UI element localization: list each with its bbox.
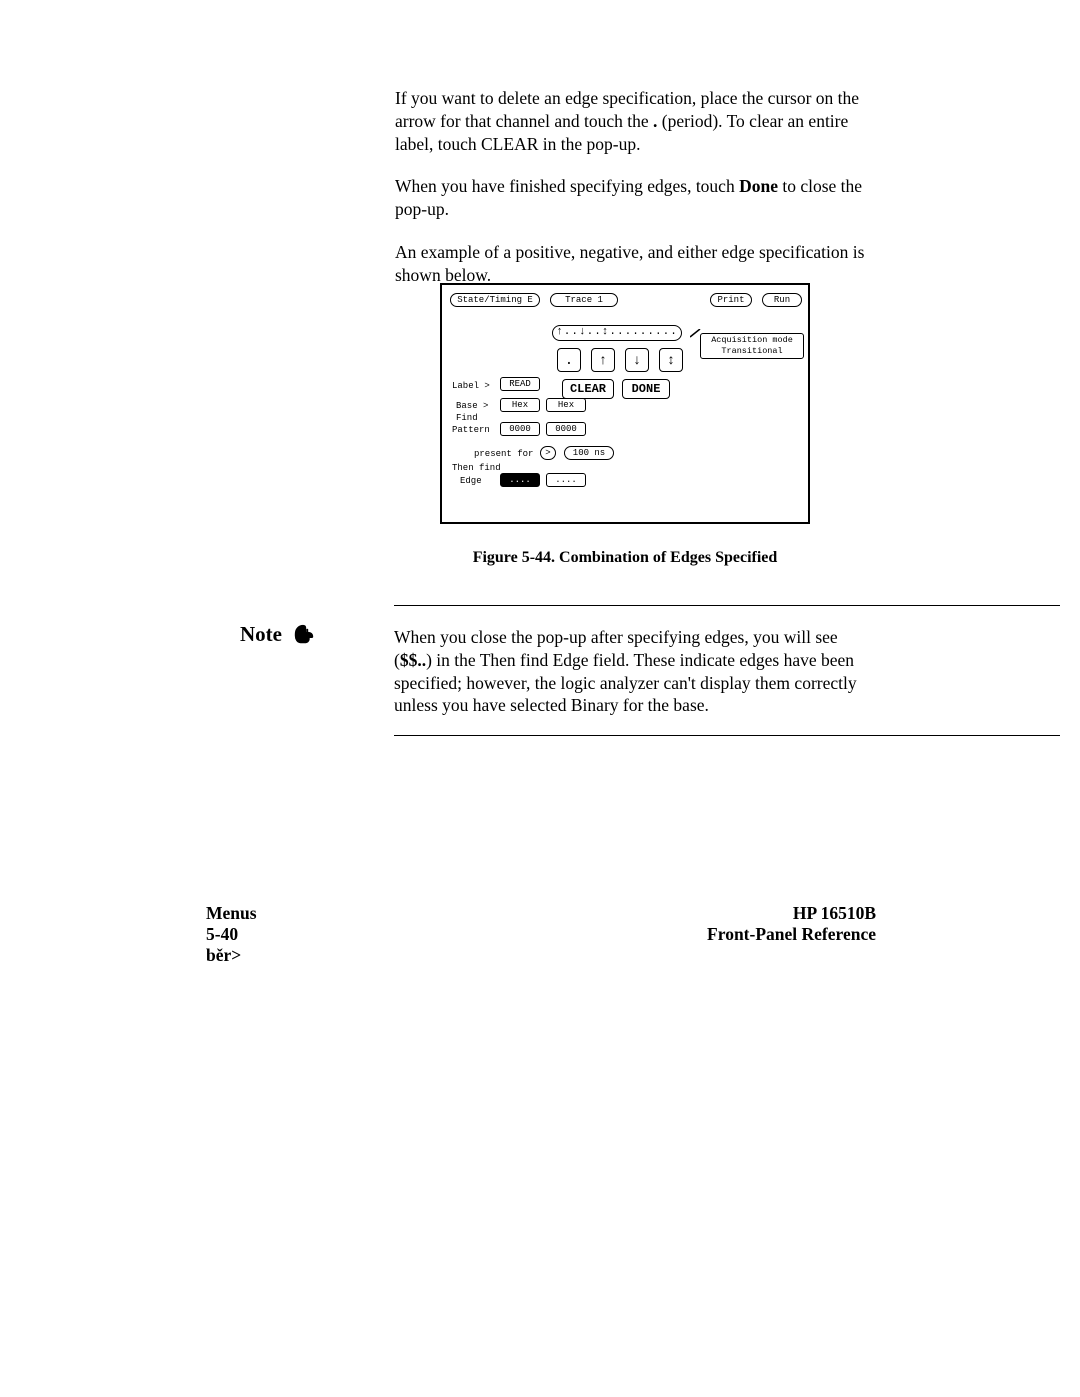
para2-text-a: When you have finished specifying edges,… [395, 176, 739, 196]
present-op[interactable]: > [540, 446, 556, 460]
paragraph-2: When you have finished specifying edges,… [395, 175, 875, 221]
note-body-bold: $$.. [400, 650, 426, 670]
acq-mode-label: Acquisition mode [701, 335, 803, 346]
find-label: Find [456, 413, 478, 423]
acquisition-mode-box[interactable]: Acquisition mode Transitional [700, 333, 804, 359]
note-rule-top [394, 605, 1060, 606]
base-val1[interactable]: Hex [500, 398, 540, 412]
trace-button[interactable]: Trace 1 [550, 293, 618, 307]
acq-mode-value: Transitional [701, 346, 803, 357]
present-time[interactable]: 100 ns [564, 446, 614, 460]
paragraph-3: An example of a positive, negative, and … [395, 241, 875, 287]
footer-right-line1: HP 16510B [707, 903, 876, 924]
print-button[interactable]: Print [710, 293, 752, 307]
then-find-label: Then find [452, 463, 501, 473]
figure-wrap: State/Timing E Trace 1 Print Run ↑..↓..↕… [440, 283, 810, 567]
down-arrow-button[interactable]: ↓ [625, 348, 649, 372]
footer-right-line2: Front-Panel Reference [707, 924, 876, 945]
paragraph-1: If you want to delete an edge specificat… [395, 87, 875, 155]
clear-button[interactable]: CLEAR [562, 379, 614, 399]
label-value[interactable]: READ [500, 377, 540, 391]
connector-line [690, 329, 702, 341]
note-block: Note When you close the pop-up after spe… [206, 605, 876, 736]
page: If you want to delete an edge specificat… [0, 0, 1080, 1397]
note-body-b: ) in the Then find Edge field. These ind… [394, 650, 857, 716]
updown-arrow-button[interactable]: ↕ [659, 348, 683, 372]
footer-left-line2: 5-40 [206, 924, 257, 945]
main-column: If you want to delete an edge specificat… [395, 87, 875, 306]
note-body: When you close the pop-up after specifyi… [394, 626, 872, 717]
figure-screen: State/Timing E Trace 1 Print Run ↑..↓..↕… [440, 283, 810, 524]
figure-caption: Figure 5-44. Combination of Edges Specif… [440, 549, 810, 567]
note-row: Note When you close the pop-up after spe… [206, 626, 876, 717]
edge-val1[interactable]: .... [500, 473, 540, 487]
run-button[interactable]: Run [762, 293, 802, 307]
edge-display: ↑..↓..↕......... [552, 325, 682, 341]
up-arrow-button[interactable]: ↑ [591, 348, 615, 372]
state-timing-button[interactable]: State/Timing E [450, 293, 540, 307]
period-button[interactable]: . [557, 348, 581, 372]
note-label-col: Note [206, 620, 356, 648]
pattern-val2[interactable]: 0000 [546, 422, 586, 436]
edge-label: Edge [460, 476, 482, 486]
base-label: Base > [456, 401, 488, 411]
edge-val2[interactable]: .... [546, 473, 586, 487]
page-footer: Menus 5-40 běr> HP 16510B Front-Panel Re… [206, 903, 876, 966]
base-val2[interactable]: Hex [546, 398, 586, 412]
footer-left-line1: Menus [206, 903, 257, 924]
para2-done: Done [739, 176, 778, 196]
note-hand-icon [290, 620, 318, 648]
footer-right: HP 16510B Front-Panel Reference [707, 903, 876, 966]
pattern-val1[interactable]: 0000 [500, 422, 540, 436]
note-rule-bottom [394, 735, 1060, 736]
done-button[interactable]: DONE [622, 379, 670, 399]
pattern-label: Pattern [452, 425, 490, 435]
present-for-label: present for [474, 449, 533, 459]
footer-left: Menus 5-40 běr> [206, 903, 257, 966]
note-label: Note [240, 622, 282, 647]
label-label: Label > [452, 381, 490, 391]
